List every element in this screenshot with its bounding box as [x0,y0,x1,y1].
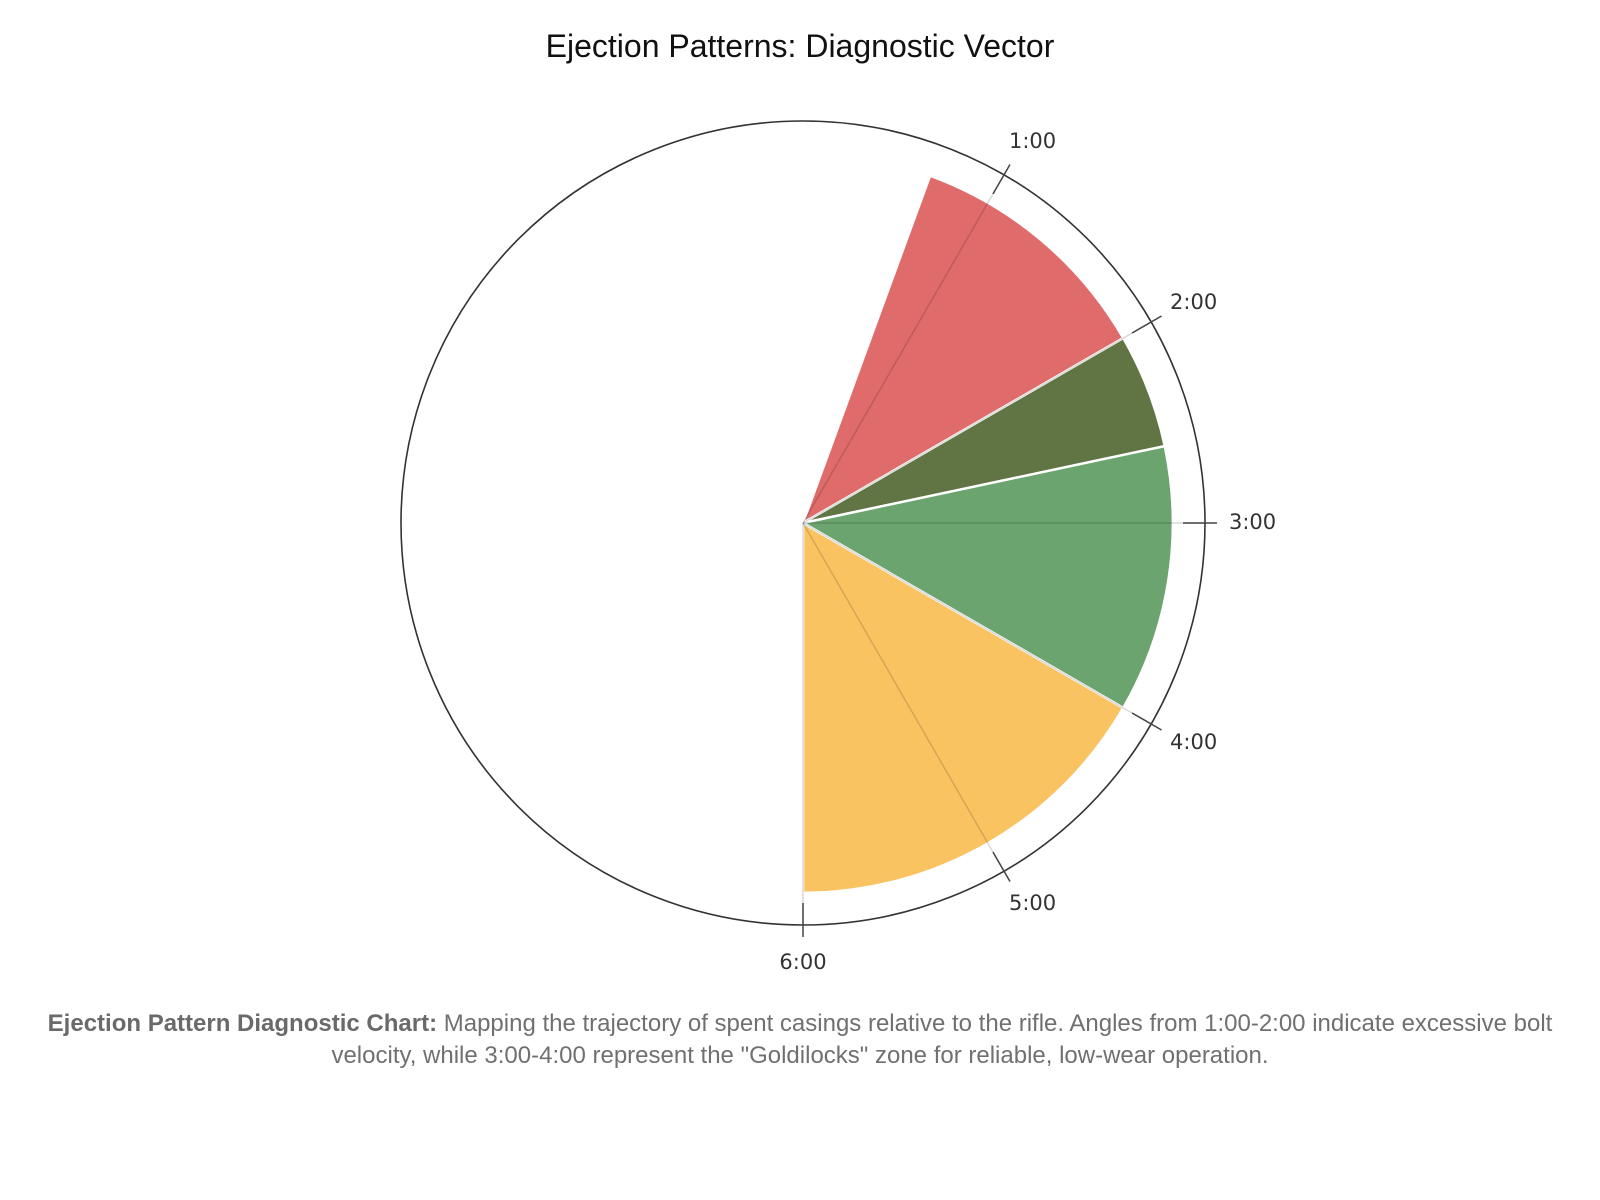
chart-title: Ejection Patterns: Diagnostic Vector [545,28,1055,64]
sector-1 [801,174,1125,525]
caption-bold: Ejection Pattern Diagnostic Chart: [47,1010,438,1037]
tick-label-5: 5:00 [1009,891,1056,915]
caption-text: Mapping the trajectory of spent casings … [331,1010,1553,1069]
spoke-5 [802,522,1005,872]
sectors-layer [801,174,1175,895]
tick-label-2: 2:00 [1170,290,1217,314]
tick-mark-2 [1131,315,1162,334]
spokes-layer [802,174,1205,925]
spoke-2 [802,321,1152,524]
tick-mark-4 [1131,712,1162,731]
spoke-1 [802,174,1005,524]
chart-caption: Ejection Pattern Diagnostic Chart: Mappi… [40,1008,1560,1072]
tick-label-6: 6:00 [779,950,826,974]
tick-mark-1 [992,164,1011,195]
sector-3 [801,444,1175,710]
sector-4 [801,521,1125,895]
tick-label-4: 4:00 [1170,730,1217,754]
tick-mark-5 [992,851,1011,882]
tick-label-1: 1:00 [1009,129,1056,153]
ticks-layer: 1:00 2:00 3:00 4:00 5:00 6:00 [779,129,1276,974]
tick-label-3: 3:00 [1229,510,1276,534]
spoke-4 [802,522,1152,725]
